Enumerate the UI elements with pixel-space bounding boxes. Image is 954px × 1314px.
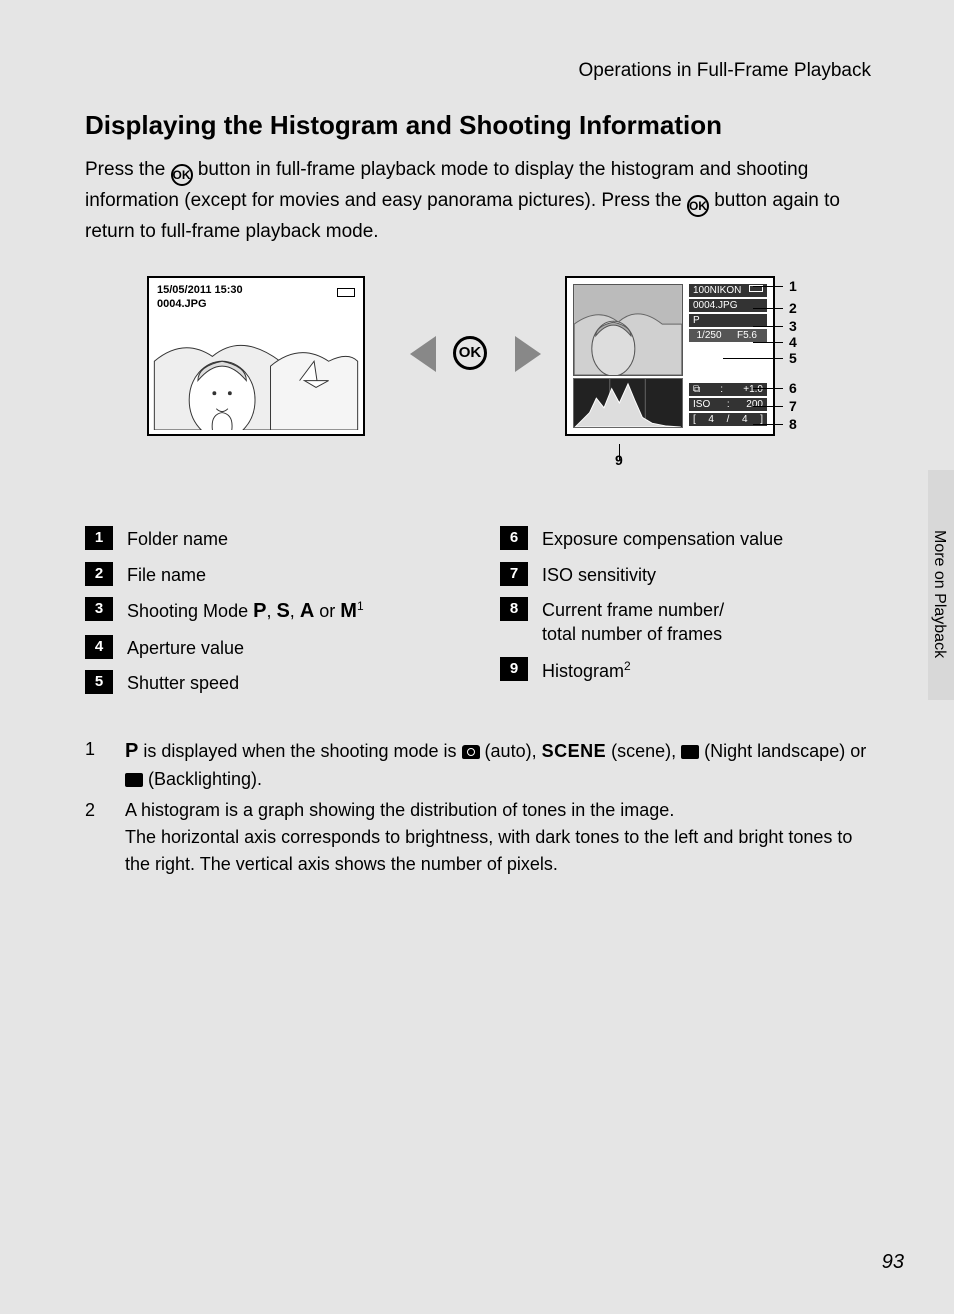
callout-2: 2 — [789, 300, 797, 316]
callout-6: 6 — [789, 380, 797, 396]
footnotes: 1 P is displayed when the shooting mode … — [85, 736, 875, 878]
frame-cur: 4 — [708, 414, 714, 425]
content-area: Operations in Full-Frame Playback Displa… — [85, 60, 875, 882]
info-folder: 100NIKON — [693, 285, 741, 296]
lcd-left-illustration — [153, 308, 359, 430]
side-label: More on Playback — [930, 530, 948, 658]
iso-label: ISO — [693, 399, 710, 410]
legend-num: 4 — [85, 635, 113, 659]
legend-num: 6 — [500, 526, 528, 550]
fn-num: 1 — [85, 736, 125, 793]
legend-num: 9 — [500, 657, 528, 681]
legend-col-right: 6 Exposure compensation value 7 ISO sensit… — [500, 526, 875, 705]
info-mode: P — [693, 315, 700, 326]
lcd-left: 15/05/2011 15:30 0004.JPG 12M 4/132 — [147, 276, 365, 436]
ok-icon: OK — [687, 195, 709, 217]
intro-paragraph: Press the OK button in full-frame playba… — [85, 155, 875, 246]
page-number: 93 — [882, 1251, 904, 1274]
lcd-right-info-top: 100NIKON 0004.JPG P 1/250 F5.6 — [689, 284, 767, 344]
legend-num: 5 — [85, 670, 113, 694]
iso-sep: : — [727, 399, 730, 410]
battery-icon — [337, 288, 355, 297]
page: More on Playback Operations in Full-Fram… — [0, 0, 954, 1314]
info-aperture: F5.6 — [731, 330, 763, 341]
legend-num: 7 — [500, 562, 528, 586]
iso-value: 200 — [746, 399, 763, 410]
section-title: Displaying the Histogram and Shooting In… — [85, 110, 875, 141]
info-shutter: 1/250 — [693, 330, 725, 341]
running-header: Operations in Full-Frame Playback — [85, 60, 875, 82]
para-part-a: Press the — [85, 159, 171, 180]
info-filename: 0004.JPG — [693, 300, 737, 311]
legend-text: Current frame number/ total number of fr… — [542, 597, 724, 647]
ev-value: +1.0 — [743, 384, 763, 395]
ev-sep: : — [720, 384, 723, 395]
lcd-datetime: 15/05/2011 15:30 — [157, 284, 243, 296]
frame-bracket: [ — [693, 414, 696, 425]
legend-col-left: 1 Folder name 2 File name 3 Shooting Mode … — [85, 526, 460, 705]
frame-sep: / — [727, 414, 730, 425]
legend-text: Shooting Mode P, S, A or M1 — [127, 597, 364, 625]
legend-text: Aperture value — [127, 635, 244, 660]
camera-icon — [462, 745, 480, 759]
legend-num: 8 — [500, 597, 528, 621]
night-landscape-icon — [681, 745, 699, 759]
fn-text: P is displayed when the shooting mode is… — [125, 736, 875, 793]
ev-icon: ⧉ — [693, 384, 700, 395]
legend-text: Histogram2 — [542, 657, 631, 683]
ok-center-icon: OK — [453, 336, 487, 370]
legend: 1 Folder name 2 File name 3 Shooting Mode … — [85, 526, 875, 705]
callout-5: 5 — [789, 350, 797, 366]
legend-num: 1 — [85, 526, 113, 550]
callout-4: 4 — [789, 334, 797, 350]
legend-num: 2 — [85, 562, 113, 586]
lcd-right-thumbnail — [573, 284, 683, 376]
callout-7: 7 — [789, 398, 797, 414]
arrow-left-icon — [410, 336, 436, 372]
ok-icon: OK — [171, 164, 193, 186]
callout-1: 1 — [789, 278, 797, 294]
lcd-right: 100NIKON 0004.JPG P 1/250 F5.6 — [565, 276, 775, 436]
arrow-right-icon — [515, 336, 541, 372]
legend-text: File name — [127, 562, 206, 587]
backlighting-icon — [125, 773, 143, 787]
legend-text: Shutter speed — [127, 670, 239, 695]
legend-text: Exposure compensation value — [542, 526, 783, 551]
histogram-graph — [573, 378, 683, 428]
callout-3: 3 — [789, 318, 797, 334]
callout-9: 9 — [615, 452, 623, 468]
frame-total: 4 — [742, 414, 748, 425]
diagram-row: 15/05/2011 15:30 0004.JPG 12M 4/132 — [85, 276, 875, 496]
fn-text: A histogram is a graph showing the distr… — [125, 797, 875, 878]
callout-8: 8 — [789, 416, 797, 432]
legend-num: 3 — [85, 597, 113, 621]
legend-text: Folder name — [127, 526, 228, 551]
legend-text: ISO sensitivity — [542, 562, 656, 587]
fn-num: 2 — [85, 797, 125, 878]
